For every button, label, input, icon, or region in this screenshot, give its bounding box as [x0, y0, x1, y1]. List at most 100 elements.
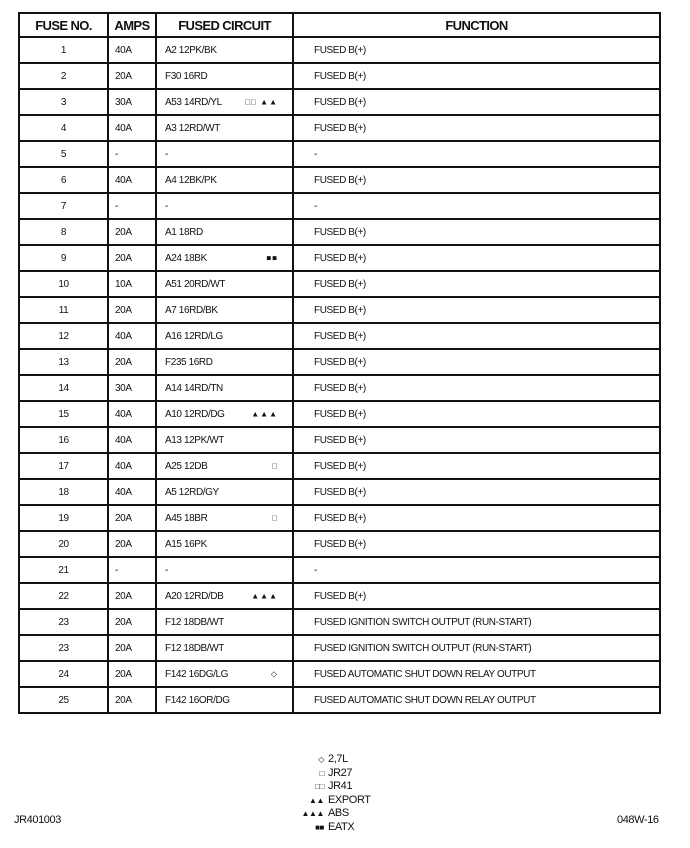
function: FUSED AUTOMATIC SHUT DOWN RELAY OUTPUT — [292, 660, 661, 688]
amps: 20A — [107, 530, 157, 558]
fused-circuit: A53 14RD/YL □□ ▲▲ — [155, 88, 294, 116]
circuit-text: A2 12PK/BK — [165, 44, 217, 56]
amps: 10A — [107, 270, 157, 298]
amps: 20A — [107, 62, 157, 90]
fused-circuit: A4 12BK/PK — [155, 166, 294, 194]
fused-circuit: A13 12PK/WT — [155, 426, 294, 454]
table-row: 25 20A F142 16OR/DG FUSED AUTOMATIC SHUT DO… — [18, 686, 661, 714]
circuit-text: A13 12PK/WT — [165, 434, 224, 446]
table-row: 6 40A A4 12BK/PK FUSED B(+) — [18, 166, 661, 194]
function: FUSED B(+) — [292, 88, 661, 116]
table-row: 12 40A A16 12RD/LG FUSED B(+) — [18, 322, 661, 350]
table-row: 18 40A A5 12RD/GY FUSED B(+) — [18, 478, 661, 506]
circuit-symbol-icon: □□ ▲▲ — [245, 97, 278, 107]
table-row: 10 10A A51 20RD/WT FUSED B(+) — [18, 270, 661, 298]
legend-item: □ JR27 — [296, 767, 371, 781]
function: FUSED B(+) — [292, 504, 661, 532]
table-row: 15 40A A10 12RD/DG ▲▲▲ FUSED B(+) — [18, 400, 661, 428]
amps: 20A — [107, 608, 157, 636]
legend-item: □□ JR41 — [296, 780, 371, 794]
legend-symbol-icon: □ — [319, 768, 325, 778]
fuse-no: 20 — [18, 530, 109, 558]
table-row: 2 20A F30 16RD FUSED B(+) — [18, 62, 661, 90]
legend-symbol-icon: ▲▲▲ — [301, 809, 324, 819]
amps: 20A — [107, 244, 157, 272]
legend-label: 2,7L — [328, 753, 348, 765]
amps: 40A — [107, 322, 157, 350]
table-row: 3 30A A53 14RD/YL □□ ▲▲ FUSED B(+) — [18, 88, 661, 116]
fused-circuit: A7 16RD/BK — [155, 296, 294, 324]
fused-circuit: A51 20RD/WT — [155, 270, 294, 298]
legend-item: ◇ 2,7L — [296, 753, 371, 767]
function: FUSED B(+) — [292, 36, 661, 64]
fuse-no: 7 — [18, 192, 109, 220]
circuit-text: F235 16RD — [165, 356, 213, 368]
table-row: 13 20A F235 16RD FUSED B(+) — [18, 348, 661, 376]
circuit-symbol-icon: □ — [272, 513, 278, 523]
fuse-no: 13 — [18, 348, 109, 376]
fuse-no: 3 — [18, 88, 109, 116]
table-row: 17 40A A25 12DB □ FUSED B(+) — [18, 452, 661, 480]
table-row: 7--- — [18, 192, 661, 220]
legend: ◇ 2,7L □ JR27 □□ JR41 ▲▲ EXPORT ▲▲▲ ABS ■■ EATX — [296, 753, 371, 835]
fuse-no: 18 — [18, 478, 109, 506]
circuit-text: A24 18BK — [165, 252, 207, 264]
circuit-text: A53 14RD/YL — [165, 96, 222, 108]
fused-circuit: A2 12PK/BK — [155, 36, 294, 64]
fuse-table: FUSE NO. AMPS FUSED CIRCUIT FUNCTION 1 40… — [18, 12, 661, 714]
fused-circuit: F12 18DB/WT — [155, 634, 294, 662]
fuse-no: 8 — [18, 218, 109, 246]
legend-label: JR41 — [328, 780, 353, 793]
circuit-text: A4 12BK/PK — [165, 174, 217, 186]
fused-circuit: A1 18RD — [155, 218, 294, 246]
fused-circuit: A14 14RD/TN — [155, 374, 294, 402]
footer-left-code: JR401003 — [14, 814, 61, 826]
circuit-text: A5 12RD/GY — [165, 486, 219, 498]
fuse-no: 24 — [18, 660, 109, 688]
fuse-no: 15 — [18, 400, 109, 428]
fused-circuit: F235 16RD — [155, 348, 294, 376]
header-amps: AMPS — [107, 12, 157, 38]
circuit-text: - — [165, 564, 168, 576]
table-row: 21- - - — [18, 556, 661, 584]
function: FUSED B(+) — [292, 582, 661, 610]
amps: - — [107, 140, 157, 168]
circuit-text: A3 12RD/WT — [165, 122, 220, 134]
function: FUSED B(+) — [292, 244, 661, 272]
function: FUSED B(+) — [292, 374, 661, 402]
function: FUSED B(+) — [292, 114, 661, 142]
circuit-symbol-icon: ◇ — [270, 669, 278, 679]
function: FUSED B(+) — [292, 62, 661, 90]
fuse-no: 23 — [18, 608, 109, 636]
legend-item: ▲▲▲ ABS — [296, 807, 371, 821]
amps: 40A — [107, 426, 157, 454]
fused-circuit: A24 18BK ■■ — [155, 244, 294, 272]
circuit-text: A25 12DB — [165, 460, 208, 472]
fused-circuit: F142 16DG/LG ◇ — [155, 660, 294, 688]
table-row: 20 20A A15 16PK FUSED B(+) — [18, 530, 661, 558]
fuse-no: 1 — [18, 36, 109, 64]
amps: 40A — [107, 166, 157, 194]
amps: 20A — [107, 582, 157, 610]
circuit-text: A7 16RD/BK — [165, 304, 218, 316]
table-row: 23 20A F12 18DB/WT FUSED IGNITION SWITCH OU… — [18, 608, 661, 636]
circuit-text: A1 18RD — [165, 226, 203, 238]
circuit-text: A20 12RD/DB — [165, 590, 224, 602]
function: FUSED B(+) — [292, 400, 661, 428]
fused-circuit: - — [155, 556, 294, 584]
header-fuse-no: FUSE NO. — [18, 12, 109, 38]
fused-circuit: F142 16OR/DG — [155, 686, 294, 714]
circuit-text: F12 18DB/WT — [165, 616, 224, 628]
amps: 20A — [107, 296, 157, 324]
function: FUSED B(+) — [292, 270, 661, 298]
fused-circuit: - — [155, 192, 294, 220]
amps: 20A — [107, 504, 157, 532]
table-row: 1 40A A2 12PK/BK FUSED B(+) — [18, 36, 661, 64]
table-row: 23 20A F12 18DB/WT FUSED IGNITION SWITCH OU… — [18, 634, 661, 662]
function: FUSED B(+) — [292, 530, 661, 558]
fused-circuit: A15 16PK — [155, 530, 294, 558]
legend-symbol-icon: □□ — [315, 782, 324, 792]
fused-circuit: A10 12RD/DG ▲▲▲ — [155, 400, 294, 428]
function: FUSED IGNITION SWITCH OUTPUT (RUN-START) — [292, 608, 661, 636]
amps: 20A — [107, 218, 157, 246]
